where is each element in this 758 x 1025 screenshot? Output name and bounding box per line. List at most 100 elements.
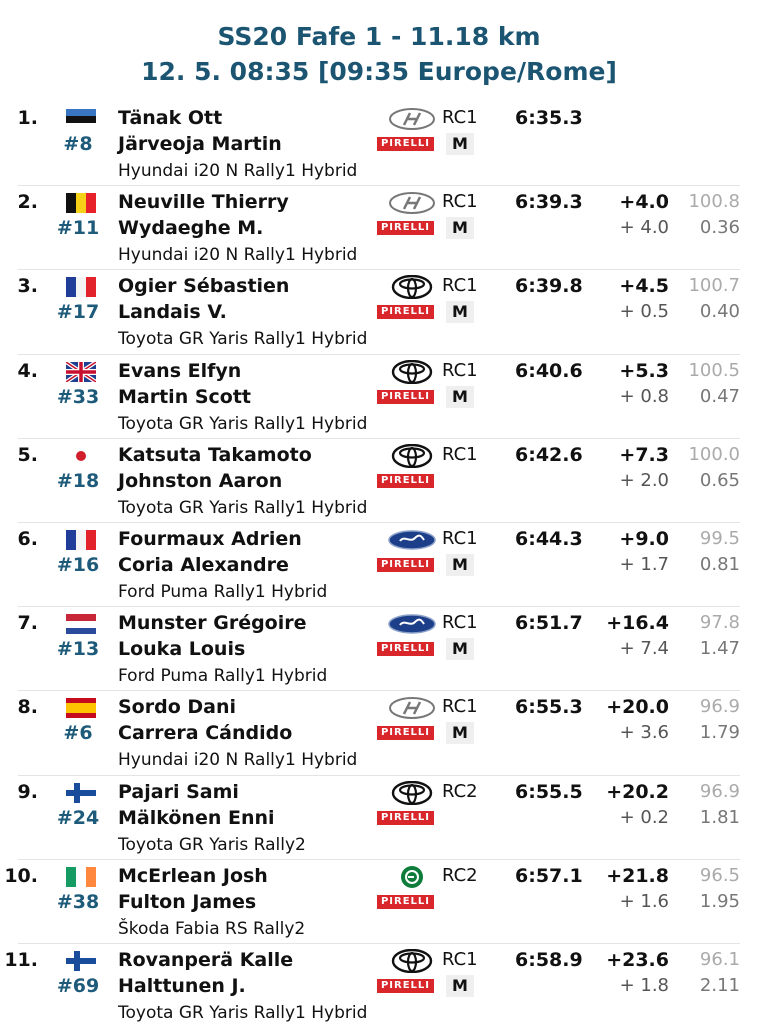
driver: Sordo Dani xyxy=(118,696,237,719)
position: 11. xyxy=(4,949,38,971)
percent: 100.7 xyxy=(688,275,740,297)
car: Ford Puma Rally1 Hybrid xyxy=(118,666,328,687)
diff: + 0.8 xyxy=(619,385,669,407)
time: 6:42.6 xyxy=(515,443,583,466)
tyre-logo: PIRELLI xyxy=(377,810,434,825)
percent: 99.5 xyxy=(699,528,740,549)
driver: Munster Grégoire xyxy=(118,612,307,635)
tyre: M xyxy=(446,554,474,576)
gap: +4.5 xyxy=(619,275,669,298)
codriver: Halttunen J. xyxy=(118,975,246,997)
tyre-logo: PIRELLI xyxy=(377,305,434,320)
percent: 96.9 xyxy=(699,696,740,718)
subtitle: 12. 5. 08:35 [09:35 Europe/Rome] xyxy=(141,57,617,86)
position: 6. xyxy=(17,528,38,550)
percent: 96.1 xyxy=(699,949,740,970)
brand-logo xyxy=(388,696,436,724)
flag xyxy=(66,530,96,554)
separator xyxy=(18,269,740,271)
position: 8. xyxy=(17,696,38,719)
percent-diff: 1.47 xyxy=(699,638,740,660)
class: RC1 xyxy=(442,612,478,634)
flag xyxy=(66,951,96,975)
class: RC1 xyxy=(442,359,478,381)
flag xyxy=(66,277,96,301)
driver: Katsuta Takamoto xyxy=(118,443,312,466)
diff: + 0.5 xyxy=(619,301,669,323)
separator xyxy=(18,774,740,776)
codriver: Martin Scott xyxy=(118,385,251,408)
car-number: #13 xyxy=(56,638,100,661)
tyre-logo: PIRELLI xyxy=(377,642,434,657)
brand-logo xyxy=(388,948,436,977)
percent: 100.8 xyxy=(688,191,740,213)
percent-diff: 1.79 xyxy=(699,722,740,744)
class: RC2 xyxy=(442,864,478,886)
position: 4. xyxy=(17,359,38,382)
driver: Rovanperä Kalle xyxy=(118,949,294,971)
flag xyxy=(64,359,98,386)
car-number: #17 xyxy=(56,301,100,324)
diff: + 3.6 xyxy=(619,722,669,744)
percent: 96.9 xyxy=(699,780,740,802)
percent-diff: 0.65 xyxy=(699,469,740,491)
codriver: Carrera Cándido xyxy=(118,722,293,745)
flag xyxy=(66,614,96,638)
percent-diff: 2.11 xyxy=(699,975,740,996)
position: 1. xyxy=(17,107,38,129)
separator xyxy=(18,606,740,608)
tyre: M xyxy=(446,722,474,745)
tyre-logo: PIRELLI xyxy=(377,979,434,993)
tyre-logo: PIRELLI xyxy=(377,389,434,404)
class: RC1 xyxy=(442,107,478,128)
codriver: Louka Louis xyxy=(118,638,246,661)
separator xyxy=(18,353,740,355)
tyre: M xyxy=(446,133,474,155)
percent-diff: 0.40 xyxy=(699,301,740,323)
codriver: Landais V. xyxy=(118,301,227,324)
codriver: Fulton James xyxy=(118,890,257,913)
tyre: M xyxy=(446,217,474,240)
driver: Ogier Sébastien xyxy=(118,275,290,298)
car: Hyundai i20 N Rally1 Hybrid xyxy=(118,161,358,181)
brand-logo xyxy=(388,275,436,303)
percent: 97.8 xyxy=(699,612,740,634)
percent: 100.5 xyxy=(688,359,740,381)
time: 6:39.3 xyxy=(515,191,583,214)
separator xyxy=(18,522,740,523)
driver: Tänak Ott xyxy=(118,107,223,129)
tyre-logo: PIRELLI xyxy=(377,558,434,572)
gap: +16.4 xyxy=(606,612,669,635)
flag xyxy=(66,866,96,891)
brand-logo xyxy=(388,191,436,219)
class: RC1 xyxy=(442,443,478,465)
class: RC1 xyxy=(442,528,478,549)
tyre-logo: PIRELLI xyxy=(377,137,434,151)
tyre: M xyxy=(446,385,474,408)
percent: 96.5 xyxy=(699,864,740,886)
time: 6:39.8 xyxy=(515,275,583,298)
codriver: Järveoja Martin xyxy=(118,133,282,155)
separator xyxy=(18,185,740,187)
car-number: #8 xyxy=(63,133,93,155)
percent: 100.0 xyxy=(688,443,740,465)
driver: McErlean Josh xyxy=(118,864,268,887)
driver: Neuville Thierry xyxy=(118,191,289,214)
time: 6:55.3 xyxy=(515,696,583,719)
time: 6:44.3 xyxy=(515,528,583,550)
tyre: M xyxy=(446,301,474,324)
driver: Fourmaux Adrien xyxy=(118,528,302,550)
car: Škoda Fabia RS Rally2 xyxy=(118,918,306,939)
separator xyxy=(18,943,740,944)
car-number: #24 xyxy=(56,806,100,829)
title: SS20 Fafe 1 - 11.18 km xyxy=(217,22,541,51)
car-number: #16 xyxy=(56,554,100,576)
time: 6:35.3 xyxy=(515,107,583,129)
position: 3. xyxy=(17,275,38,298)
time: 6:51.7 xyxy=(515,612,583,635)
codriver: Mälkönen Enni xyxy=(118,806,275,829)
brand-logo xyxy=(388,528,436,556)
gap: +7.3 xyxy=(619,443,669,466)
car: Toyota GR Yaris Rally2 xyxy=(118,834,306,855)
